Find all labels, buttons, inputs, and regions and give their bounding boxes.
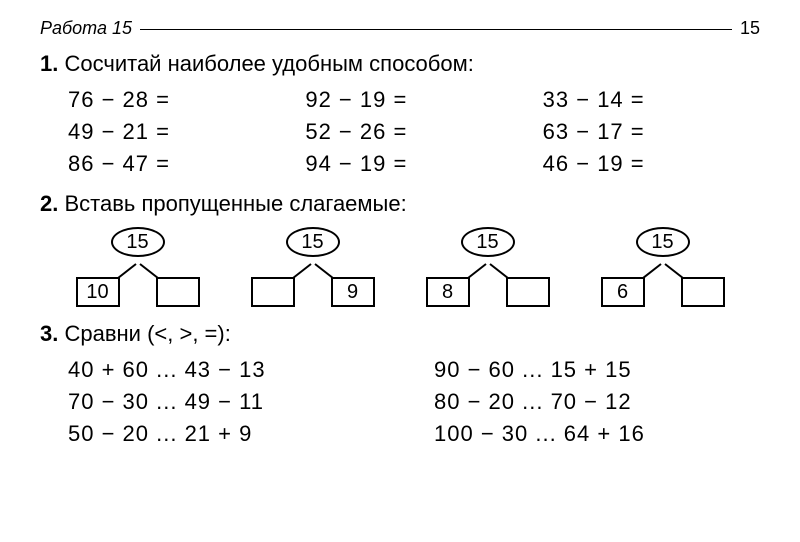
number-bonds-row: 15 10 15 9 15 8 15 6 <box>40 227 760 313</box>
task1-title: 1. Сосчитай наиболее удобным способом: <box>40 51 760 77</box>
equation: 52 − 26 = <box>305 119 522 145</box>
bond-top: 15 <box>111 227 165 257</box>
equation: 46 − 19 = <box>543 151 760 177</box>
equation: 33 − 14 = <box>543 87 760 113</box>
comparison: 80 − 20 ... 70 − 12 <box>434 389 760 415</box>
comparison: 50 − 20 ... 21 + 9 <box>68 421 394 447</box>
bond-left <box>251 277 295 307</box>
bond-top: 15 <box>461 227 515 257</box>
equation: 76 − 28 = <box>68 87 285 113</box>
page-number: 15 <box>740 18 760 39</box>
bond-top: 15 <box>636 227 690 257</box>
task2-num: 2. <box>40 191 58 216</box>
header-rule <box>140 29 732 30</box>
number-bond: 15 10 <box>68 227 208 307</box>
bond-right <box>506 277 550 307</box>
equation: 63 − 17 = <box>543 119 760 145</box>
task3-comparisons: 40 + 60 ... 43 − 13 90 − 60 ... 15 + 15 … <box>40 357 760 447</box>
equation: 86 − 47 = <box>68 151 285 177</box>
bond-left: 10 <box>76 277 120 307</box>
bond-right <box>156 277 200 307</box>
task3-title: 3. Сравни (<, >, =): <box>40 321 760 347</box>
task3-text: Сравни (<, >, =): <box>64 321 230 346</box>
worksheet-header: Работа 15 15 <box>40 18 760 39</box>
task1-text: Сосчитай наиболее удобным способом: <box>64 51 473 76</box>
equation: 92 − 19 = <box>305 87 522 113</box>
bond-top: 15 <box>286 227 340 257</box>
comparison: 90 − 60 ... 15 + 15 <box>434 357 760 383</box>
bond-right: 9 <box>331 277 375 307</box>
task3-num: 3. <box>40 321 58 346</box>
number-bond: 15 6 <box>593 227 733 307</box>
bond-right <box>681 277 725 307</box>
task1-equations: 76 − 28 = 92 − 19 = 33 − 14 = 49 − 21 = … <box>40 87 760 177</box>
comparison: 70 − 30 ... 49 − 11 <box>68 389 394 415</box>
comparison: 100 − 30 ... 64 + 16 <box>434 421 760 447</box>
equation: 49 − 21 = <box>68 119 285 145</box>
equation: 94 − 19 = <box>305 151 522 177</box>
task2-text: Вставь пропущенные слагаемые: <box>64 191 406 216</box>
number-bond: 15 8 <box>418 227 558 307</box>
bond-left: 6 <box>601 277 645 307</box>
worksheet-title: Работа 15 <box>40 18 132 39</box>
task1-num: 1. <box>40 51 58 76</box>
bond-left: 8 <box>426 277 470 307</box>
number-bond: 15 9 <box>243 227 383 307</box>
task2-title: 2. Вставь пропущенные слагаемые: <box>40 191 760 217</box>
comparison: 40 + 60 ... 43 − 13 <box>68 357 394 383</box>
